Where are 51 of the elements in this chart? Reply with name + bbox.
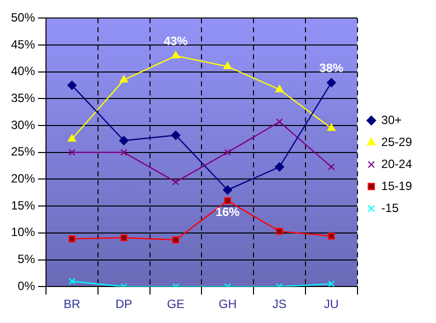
y-tick-label: 30%: [10, 118, 36, 132]
point: [328, 232, 335, 240]
x-tick-label: JS: [272, 297, 286, 312]
point: [120, 75, 128, 83]
legend-label: 20-24: [381, 156, 412, 171]
y-tick-label: 5%: [18, 252, 36, 266]
point: [328, 163, 335, 170]
point: [172, 236, 180, 244]
point: [276, 118, 283, 126]
x-tick-label: BR: [64, 297, 81, 312]
legend-label: -15: [381, 200, 399, 215]
x-tick-label: DP: [116, 297, 132, 312]
x-tick-label: JU: [324, 297, 339, 312]
y-tick-label: 0%: [18, 278, 36, 293]
y-tick-label: 25%: [10, 144, 36, 159]
legend-label: 30+: [381, 112, 402, 127]
point: [68, 134, 76, 142]
point: [120, 234, 128, 242]
point: [172, 178, 180, 186]
y-tick-label: 20%: [10, 172, 36, 186]
legend-label: 25-29: [381, 134, 412, 149]
point: [68, 235, 76, 242]
y-tick-label: 40%: [10, 64, 36, 78]
x-tick-label: GE: [167, 297, 184, 312]
legend-label: 15-19: [381, 178, 412, 193]
x-tick-label: GH: [218, 297, 237, 312]
y-tick-label: 50%: [10, 10, 36, 25]
point: [224, 62, 232, 70]
annotation: 38%: [319, 60, 344, 75]
annotation: 16%: [216, 205, 240, 220]
point: [223, 185, 232, 195]
y-tick-label: 35%: [10, 91, 36, 106]
point: [327, 124, 336, 131]
y-tick-label: 45%: [10, 37, 36, 52]
point: [68, 278, 76, 285]
y-tick-label: 10%: [10, 225, 36, 240]
point: [274, 162, 284, 172]
point: [326, 78, 336, 88]
point: [172, 51, 180, 58]
point: [68, 148, 76, 156]
point: [276, 228, 283, 235]
point: [224, 148, 232, 156]
point: [171, 130, 180, 140]
point: [119, 136, 128, 146]
point: [224, 197, 232, 204]
point: [120, 148, 128, 156]
point: [328, 280, 335, 287]
point: [275, 84, 284, 92]
point: [67, 80, 77, 90]
y-tick-label: 15%: [10, 198, 36, 212]
annotation: 43%: [164, 34, 188, 48]
